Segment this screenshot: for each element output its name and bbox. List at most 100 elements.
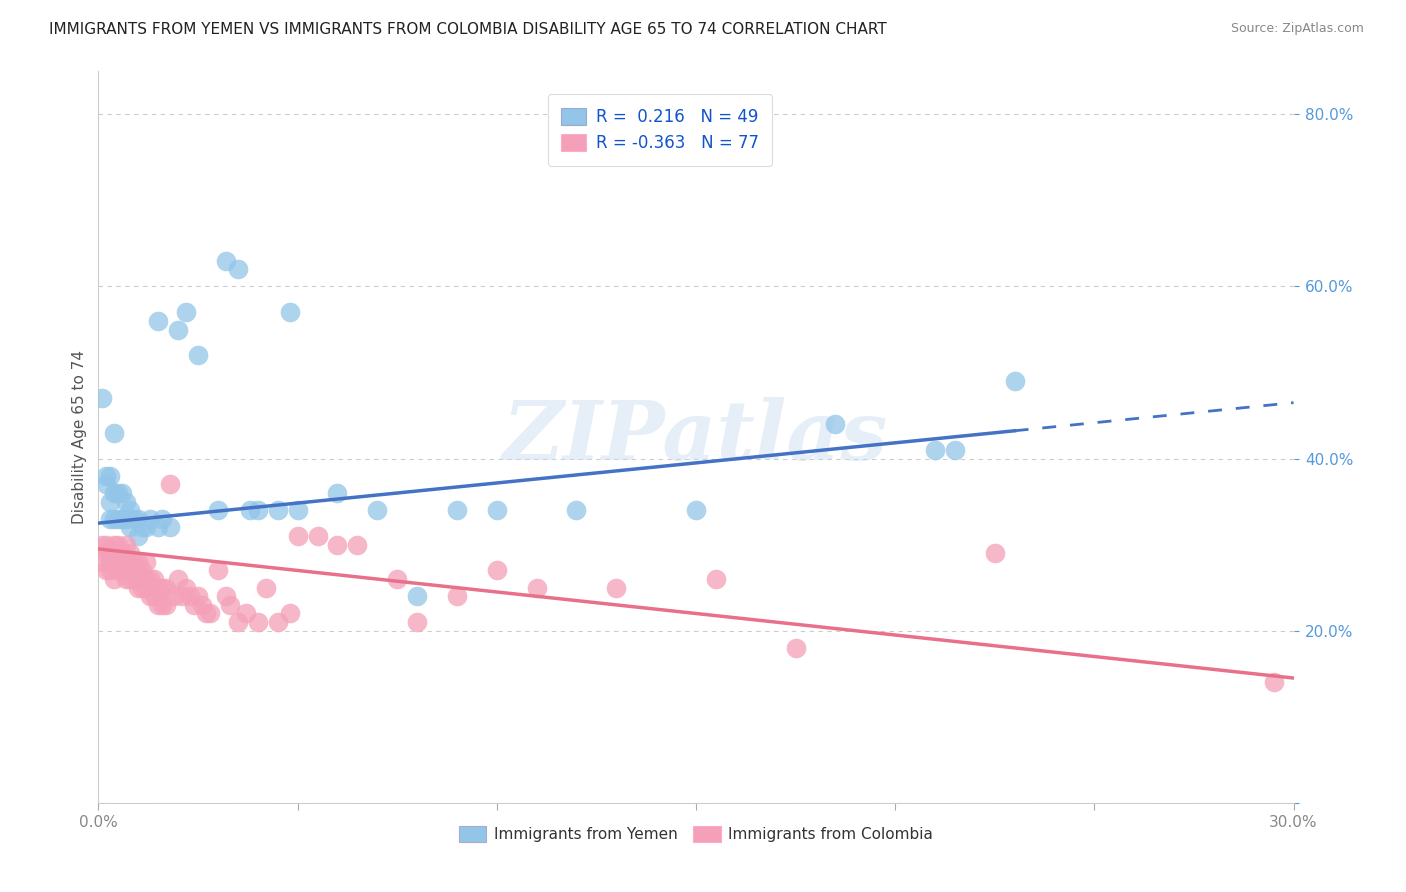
- Point: [124, 555, 146, 569]
- Point: [148, 520, 170, 534]
- Point: [98, 555, 122, 569]
- Point: [124, 572, 146, 586]
- Point: [98, 546, 122, 560]
- Point: [167, 322, 190, 336]
- Point: [150, 581, 173, 595]
- Point: [96, 468, 118, 483]
- Point: [107, 555, 129, 569]
- Point: [127, 529, 149, 543]
- Point: [406, 589, 429, 603]
- Point: [115, 555, 138, 569]
- Point: [246, 615, 269, 629]
- Point: [924, 442, 946, 457]
- Point: [172, 589, 194, 603]
- Point: [159, 477, 181, 491]
- Point: [111, 564, 134, 578]
- Point: [135, 555, 157, 569]
- Point: [131, 581, 153, 595]
- Point: [115, 494, 138, 508]
- Point: [167, 572, 190, 586]
- Point: [103, 572, 125, 586]
- Text: Source: ZipAtlas.com: Source: ZipAtlas.com: [1230, 22, 1364, 36]
- Point: [103, 555, 125, 569]
- Point: [174, 581, 197, 595]
- Point: [96, 564, 118, 578]
- Point: [143, 572, 166, 586]
- Point: [215, 253, 238, 268]
- Point: [605, 581, 627, 595]
- Point: [120, 503, 142, 517]
- Point: [91, 392, 114, 406]
- Point: [1004, 374, 1026, 388]
- Point: [139, 572, 162, 586]
- Point: [235, 607, 257, 621]
- Point: [207, 564, 229, 578]
- Point: [135, 520, 157, 534]
- Point: [127, 564, 149, 578]
- Point: [326, 486, 349, 500]
- Point: [226, 615, 249, 629]
- Point: [174, 305, 197, 319]
- Point: [127, 512, 149, 526]
- Point: [120, 572, 142, 586]
- Point: [98, 512, 122, 526]
- Point: [148, 314, 170, 328]
- Point: [187, 589, 209, 603]
- Point: [107, 564, 129, 578]
- Point: [127, 555, 149, 569]
- Point: [307, 529, 329, 543]
- Point: [704, 572, 727, 586]
- Point: [96, 477, 118, 491]
- Point: [150, 598, 173, 612]
- Point: [385, 572, 409, 586]
- Point: [107, 538, 129, 552]
- Point: [198, 607, 221, 621]
- Point: [107, 486, 129, 500]
- Point: [98, 564, 122, 578]
- Point: [115, 538, 138, 552]
- Point: [195, 607, 218, 621]
- Point: [239, 503, 262, 517]
- Point: [287, 529, 309, 543]
- Point: [159, 520, 181, 534]
- Point: [254, 581, 277, 595]
- Point: [785, 640, 807, 655]
- Point: [107, 512, 129, 526]
- Point: [143, 589, 166, 603]
- Point: [406, 615, 429, 629]
- Point: [127, 581, 149, 595]
- Point: [98, 468, 122, 483]
- Point: [135, 581, 157, 595]
- Point: [115, 512, 138, 526]
- Point: [91, 555, 114, 569]
- Point: [278, 305, 301, 319]
- Point: [226, 262, 249, 277]
- Point: [124, 512, 146, 526]
- Text: ZIPatlas: ZIPatlas: [503, 397, 889, 477]
- Point: [96, 538, 118, 552]
- Point: [139, 512, 162, 526]
- Point: [287, 503, 309, 517]
- Point: [191, 598, 214, 612]
- Point: [685, 503, 707, 517]
- Point: [179, 589, 201, 603]
- Point: [98, 494, 122, 508]
- Text: IMMIGRANTS FROM YEMEN VS IMMIGRANTS FROM COLOMBIA DISABILITY AGE 65 TO 74 CORREL: IMMIGRANTS FROM YEMEN VS IMMIGRANTS FROM…: [49, 22, 887, 37]
- Point: [446, 589, 468, 603]
- Point: [267, 503, 290, 517]
- Point: [155, 581, 177, 595]
- Point: [135, 572, 157, 586]
- Point: [103, 538, 125, 552]
- Point: [207, 503, 229, 517]
- Point: [120, 520, 142, 534]
- Point: [111, 555, 134, 569]
- Point: [131, 520, 153, 534]
- Point: [565, 503, 588, 517]
- Point: [346, 538, 368, 552]
- Point: [155, 598, 177, 612]
- Point: [103, 486, 125, 500]
- Point: [120, 546, 142, 560]
- Point: [485, 564, 508, 578]
- Point: [148, 598, 170, 612]
- Point: [139, 589, 162, 603]
